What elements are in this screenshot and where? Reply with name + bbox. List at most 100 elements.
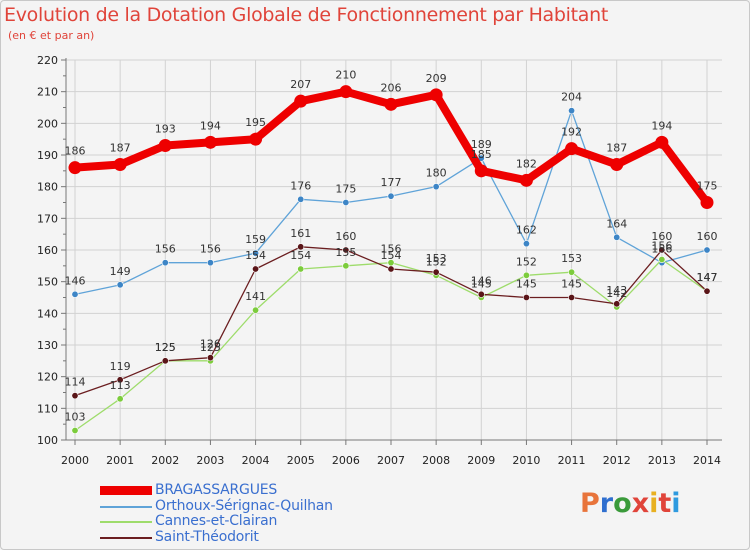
- data-point: [703, 246, 711, 254]
- data-point: [297, 195, 305, 203]
- data-label: 206: [381, 81, 402, 94]
- data-label: 161: [290, 227, 311, 240]
- data-label: 160: [335, 230, 356, 243]
- data-point: [700, 196, 714, 209]
- data-point: [158, 139, 172, 152]
- data-point: [297, 265, 305, 273]
- x-tick-label: 2012: [603, 454, 631, 467]
- data-point: [342, 262, 350, 270]
- data-point: [252, 306, 260, 314]
- data-point: [71, 426, 79, 434]
- data-point: [116, 281, 124, 289]
- legend-label: BRAGASSARGUES: [155, 482, 278, 498]
- x-tick-label: 2006: [332, 454, 360, 467]
- data-point: [655, 135, 669, 149]
- legend-swatch: [100, 536, 152, 539]
- y-tick-label: 140: [37, 307, 58, 320]
- data-label: 164: [606, 217, 627, 230]
- data-label: 154: [381, 249, 402, 262]
- x-tick-label: 2005: [287, 454, 315, 467]
- y-tick-label: 200: [37, 117, 58, 130]
- legend-swatch: [100, 486, 152, 495]
- data-point: [519, 173, 533, 187]
- data-label: 193: [155, 123, 176, 136]
- data-label: 156: [155, 243, 176, 256]
- data-label: 125: [155, 341, 176, 354]
- legend-label: Orthoux-Sérignac-Quilhan: [155, 497, 333, 514]
- x-tick-label: 2000: [61, 454, 89, 467]
- data-point: [252, 249, 260, 257]
- data-label: 204: [561, 91, 582, 104]
- data-label: 195: [245, 116, 266, 129]
- data-point: [113, 158, 127, 171]
- data-label: 125: [155, 341, 176, 354]
- data-label: 155: [335, 246, 356, 259]
- data-point: [294, 94, 308, 108]
- data-label: 152: [516, 255, 537, 268]
- data-label: 145: [516, 278, 537, 291]
- data-label: 175: [697, 180, 718, 193]
- x-tick-label: 2003: [196, 454, 224, 467]
- logo-letter: o: [613, 488, 632, 519]
- data-point: [161, 259, 169, 267]
- data-label: 126: [200, 338, 221, 351]
- data-label: 207: [290, 78, 311, 91]
- legend-label: Cannes-et-Clairan: [155, 513, 278, 529]
- data-label: 180: [426, 167, 447, 180]
- data-label: 156: [381, 243, 402, 256]
- y-tick-label: 120: [37, 371, 58, 384]
- data-point: [387, 265, 395, 273]
- line-chart: 100 110 120 130 140 150 160 170 180 190 200 210 220 2…: [37, 54, 722, 467]
- data-point: [568, 268, 576, 276]
- data-point: [71, 392, 79, 400]
- data-point: [339, 85, 353, 99]
- data-label: 159: [245, 233, 266, 246]
- x-tick-label: 2010: [512, 454, 540, 467]
- data-point: [206, 259, 214, 267]
- data-point: [610, 158, 624, 171]
- data-label: 186: [65, 145, 86, 158]
- logo-letter: P: [580, 488, 600, 519]
- data-point: [613, 233, 621, 241]
- data-label: 113: [110, 379, 131, 392]
- logo-letter: i: [649, 488, 659, 519]
- x-tick-label: 2001: [106, 454, 134, 467]
- data-label: 160: [697, 230, 718, 243]
- data-point: [432, 268, 440, 276]
- y-tick-label: 150: [37, 276, 58, 289]
- x-tick-label: 2009: [467, 454, 495, 467]
- y-tick-label: 190: [37, 149, 58, 162]
- data-point: [249, 132, 263, 146]
- y-tick-label: 180: [37, 181, 58, 194]
- data-label: 145: [471, 278, 492, 291]
- y-tick-label: 220: [37, 54, 58, 67]
- data-point: [658, 255, 666, 263]
- data-point: [342, 199, 350, 207]
- x-tick-label: 2008: [422, 454, 450, 467]
- data-label: 156: [200, 243, 221, 256]
- y-tick-label: 100: [37, 434, 58, 447]
- data-label: 187: [606, 142, 627, 155]
- data-point: [387, 192, 395, 200]
- data-label: 209: [426, 72, 447, 85]
- chart-subtitle: (en € et par an): [8, 29, 95, 42]
- data-point: [384, 97, 398, 111]
- data-point: [116, 395, 124, 403]
- data-label: 147: [697, 271, 718, 284]
- chart-title: Evolution de la Dotation Globale de Fonc…: [4, 4, 609, 26]
- x-tick-label: 2004: [242, 454, 270, 467]
- data-label: 194: [200, 119, 221, 132]
- data-point: [68, 161, 82, 175]
- data-label: 146: [65, 274, 86, 287]
- data-point: [522, 293, 530, 301]
- data-label: 194: [651, 119, 672, 132]
- y-tick-label: 160: [37, 244, 58, 257]
- data-point: [565, 142, 579, 156]
- data-label: 189: [471, 138, 492, 151]
- data-label: 177: [381, 176, 402, 189]
- data-label: 192: [561, 126, 582, 139]
- data-label: 210: [335, 69, 356, 82]
- data-label: 156: [651, 243, 672, 256]
- x-tick-label: 2007: [377, 454, 405, 467]
- logo-letter: x: [631, 488, 650, 519]
